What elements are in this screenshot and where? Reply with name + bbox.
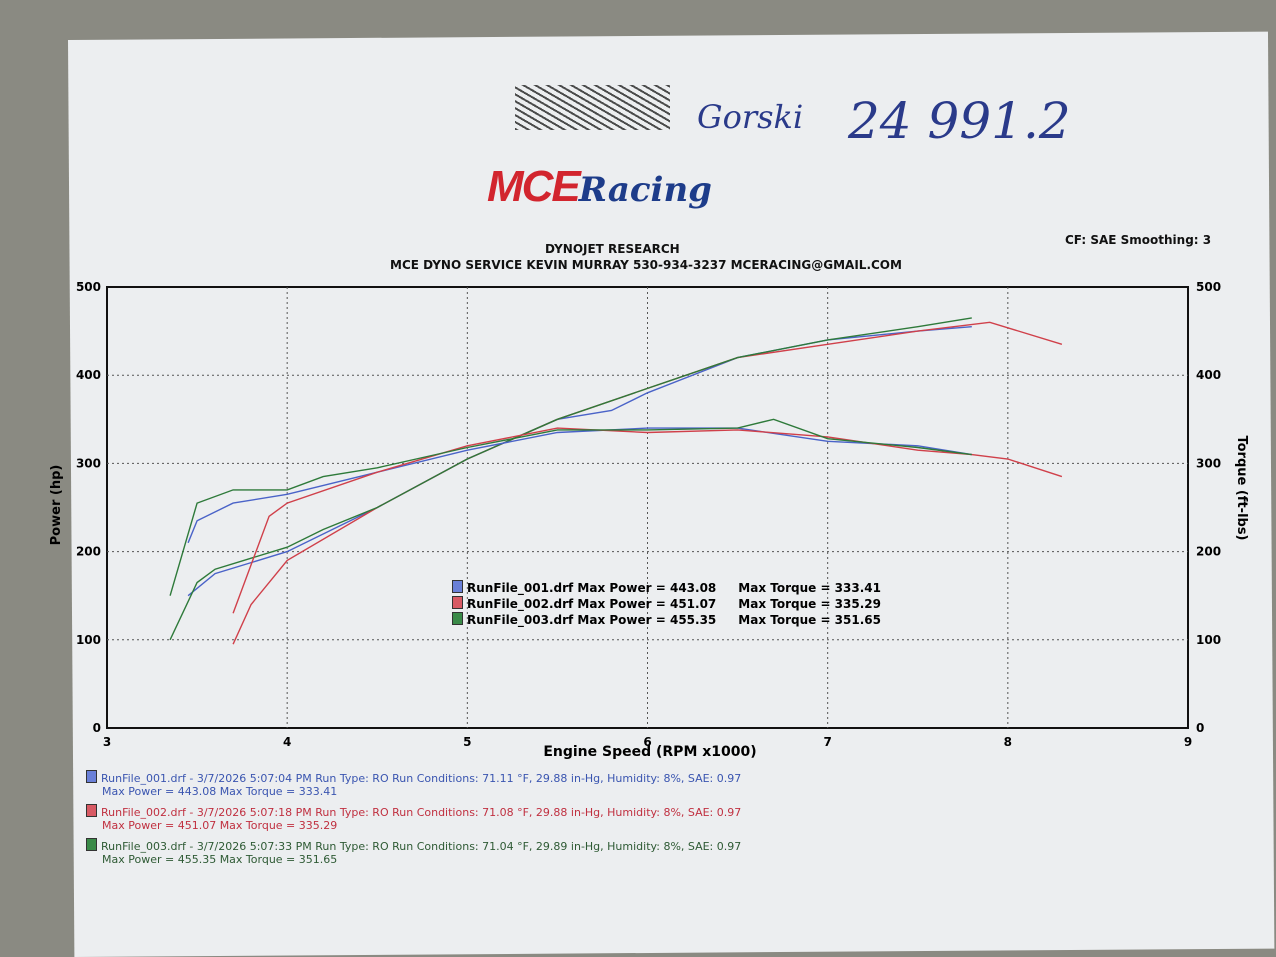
x-tick-label: 7 (823, 735, 831, 749)
legend-item: RunFile_002.drf Max Power = 451.07 Max To… (452, 596, 881, 612)
redacted-scribble (515, 85, 670, 130)
series-power-line (169, 317, 972, 641)
y-tick-label: 200 (76, 545, 101, 559)
y2-tick-label: 200 (1196, 545, 1221, 559)
y-tick-label: 300 (76, 456, 101, 470)
y-tick-label: 500 (76, 280, 101, 294)
header-line1: DYNOJET RESEARCH (545, 242, 680, 256)
handwritten-name: Gorski (697, 98, 804, 136)
run-details: RunFile_001.drf - 3/7/2026 5:07:04 PM Ru… (86, 770, 741, 866)
legend-item: RunFile_003.drf Max Power = 455.35 Max To… (452, 612, 881, 628)
handwritten-note: 24 991.2 (848, 92, 1071, 150)
y-tick-label: 100 (76, 633, 101, 647)
x-tick-label: 9 (1184, 735, 1192, 749)
run-detail: RunFile_003.drf - 3/7/2026 5:07:33 PM Ru… (86, 838, 741, 866)
y2-tick-label: 400 (1196, 368, 1221, 382)
run-detail: RunFile_002.drf - 3/7/2026 5:07:18 PM Ru… (86, 804, 741, 832)
series-torque-line (169, 418, 972, 596)
mce-racing-logo: MCERacing (487, 162, 712, 211)
legend-item: RunFile_001.drf Max Power = 443.08 Max To… (452, 580, 881, 596)
series-power-line (187, 326, 972, 597)
x-tick-label: 6 (643, 735, 651, 749)
run-detail: RunFile_001.drf - 3/7/2026 5:07:04 PM Ru… (86, 770, 741, 798)
x-tick-label: 5 (463, 735, 471, 749)
y-tick-label: 0 (93, 721, 101, 735)
header-line2: MCE DYNO SERVICE KEVIN MURRAY 530-934-32… (390, 258, 902, 272)
series-torque-line (187, 427, 972, 544)
x-axis-label: Engine Speed (RPM x1000) (543, 744, 756, 760)
y2-tick-label: 300 (1196, 456, 1221, 470)
x-tick-label: 3 (103, 735, 111, 749)
y-axis-label: Power (hp) (49, 465, 64, 546)
chart-legend: RunFile_001.drf Max Power = 443.08 Max To… (452, 580, 881, 628)
cf-smoothing: CF: SAE Smoothing: 3 (1065, 233, 1212, 247)
y2-tick-label: 100 (1196, 633, 1221, 647)
y2-tick-label: 500 (1196, 280, 1221, 294)
y-tick-label: 400 (76, 368, 101, 382)
x-tick-label: 8 (1004, 735, 1012, 749)
y2-tick-label: 0 (1196, 721, 1204, 735)
x-tick-label: 4 (283, 735, 291, 749)
y2-axis-label: Torque (ft-lbs) (1234, 435, 1249, 540)
